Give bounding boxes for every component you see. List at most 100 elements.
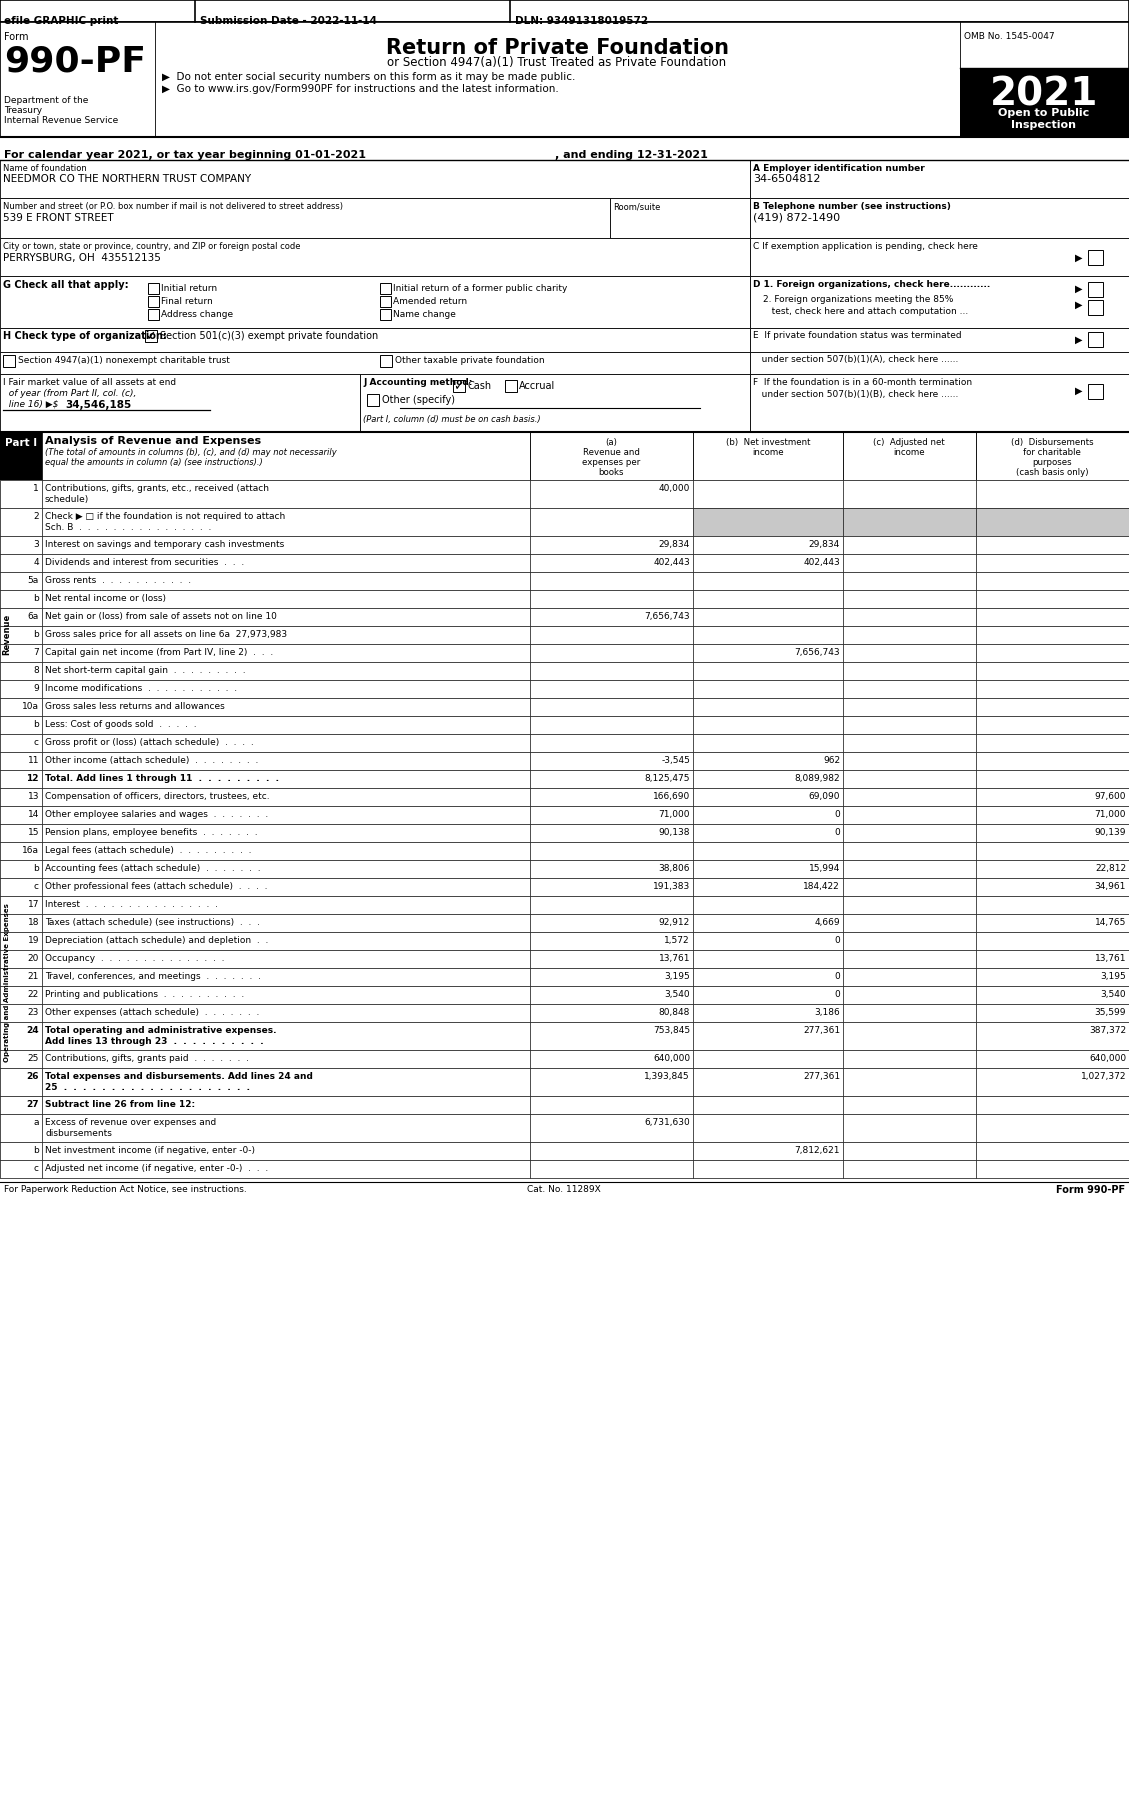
Bar <box>975 859 1129 877</box>
Bar <box>693 536 843 554</box>
Bar <box>42 1097 530 1115</box>
Text: 90,138: 90,138 <box>658 829 690 838</box>
Bar <box>0 1050 42 1068</box>
Text: Less: Cost of goods sold  .  .  .  .  .: Less: Cost of goods sold . . . . . <box>45 719 196 728</box>
Text: 2. Foreign organizations meeting the 85%: 2. Foreign organizations meeting the 85% <box>763 295 953 304</box>
Text: ▶: ▶ <box>1075 300 1083 309</box>
Text: Open to Public: Open to Public <box>998 108 1089 119</box>
Text: 8: 8 <box>33 665 40 674</box>
Bar <box>1088 333 1103 347</box>
Bar <box>0 716 1129 734</box>
Bar <box>0 1142 42 1160</box>
Text: Initial return of a former public charity: Initial return of a former public charit… <box>393 284 568 293</box>
Bar <box>693 432 843 480</box>
Bar <box>843 698 975 716</box>
Bar <box>843 788 975 806</box>
Bar <box>530 788 693 806</box>
Bar <box>0 536 42 554</box>
Text: 23: 23 <box>27 1009 40 1018</box>
Bar <box>42 895 530 913</box>
Bar <box>42 949 530 967</box>
Bar <box>42 480 530 509</box>
Text: 0: 0 <box>834 991 840 1000</box>
Bar <box>843 913 975 931</box>
Bar <box>975 1097 1129 1115</box>
Text: for charitable: for charitable <box>1023 448 1080 457</box>
Bar <box>0 788 42 806</box>
Bar <box>0 698 1129 716</box>
Bar <box>843 626 975 644</box>
Bar <box>843 1115 975 1142</box>
Bar <box>975 1068 1129 1097</box>
Bar <box>42 967 530 985</box>
Text: 6a: 6a <box>28 611 40 620</box>
Bar <box>750 277 1129 327</box>
Bar <box>530 949 693 967</box>
Bar <box>0 327 750 352</box>
Text: OMB No. 1545-0047: OMB No. 1545-0047 <box>964 32 1054 41</box>
Text: Adjusted net income (if negative, enter -0-)  .  .  .: Adjusted net income (if negative, enter … <box>45 1163 269 1172</box>
Text: 3,540: 3,540 <box>664 991 690 1000</box>
Bar <box>843 572 975 590</box>
Bar <box>42 590 530 608</box>
Text: Amended return: Amended return <box>393 297 467 306</box>
Bar <box>0 198 610 237</box>
Bar <box>1088 385 1103 399</box>
Bar <box>530 698 693 716</box>
Bar <box>0 374 360 432</box>
Bar <box>42 931 530 949</box>
Bar <box>975 716 1129 734</box>
Text: 7,656,743: 7,656,743 <box>645 611 690 620</box>
Bar <box>0 644 1129 662</box>
Bar <box>843 590 975 608</box>
Bar <box>42 680 530 698</box>
Bar <box>530 806 693 823</box>
Bar <box>42 788 530 806</box>
Bar <box>530 895 693 913</box>
Text: Net gain or (loss) from sale of assets not on line 10: Net gain or (loss) from sale of assets n… <box>45 611 277 620</box>
Text: Net investment income (if negative, enter -0-): Net investment income (if negative, ente… <box>45 1145 255 1154</box>
Text: Compensation of officers, directors, trustees, etc.: Compensation of officers, directors, tru… <box>45 791 270 800</box>
Bar <box>693 913 843 931</box>
Text: c: c <box>34 1163 40 1172</box>
Bar <box>530 985 693 1003</box>
Bar <box>530 752 693 770</box>
Text: 19: 19 <box>27 937 40 946</box>
Text: For Paperwork Reduction Act Notice, see instructions.: For Paperwork Reduction Act Notice, see … <box>5 1185 247 1194</box>
Bar <box>0 734 1129 752</box>
Bar <box>975 752 1129 770</box>
Text: , and ending 12-31-2021: , and ending 12-31-2021 <box>555 149 708 160</box>
Bar <box>530 841 693 859</box>
Bar <box>975 949 1129 967</box>
Bar <box>0 931 1129 949</box>
Text: 640,000: 640,000 <box>653 1054 690 1063</box>
Bar <box>693 949 843 967</box>
Bar <box>0 432 42 480</box>
Text: income: income <box>752 448 784 457</box>
Bar <box>0 680 1129 698</box>
Bar <box>42 1003 530 1021</box>
Bar <box>3 354 15 367</box>
Text: 3: 3 <box>33 539 40 548</box>
Bar <box>42 770 530 788</box>
Bar <box>750 374 1129 432</box>
Text: or Section 4947(a)(1) Trust Treated as Private Foundation: or Section 4947(a)(1) Trust Treated as P… <box>387 56 727 68</box>
Bar <box>530 967 693 985</box>
Bar <box>530 432 693 480</box>
Bar <box>750 352 1129 374</box>
Text: 3,186: 3,186 <box>814 1009 840 1018</box>
Bar <box>0 841 1129 859</box>
Text: 27: 27 <box>26 1100 40 1109</box>
Bar <box>975 913 1129 931</box>
Text: b: b <box>33 719 40 728</box>
Text: Cat. No. 11289X: Cat. No. 11289X <box>527 1185 601 1194</box>
Text: A Employer identification number: A Employer identification number <box>753 164 925 173</box>
Bar <box>693 590 843 608</box>
Text: 12: 12 <box>26 773 40 782</box>
Bar <box>0 509 1129 536</box>
Bar <box>843 1021 975 1050</box>
Text: 7,656,743: 7,656,743 <box>795 647 840 656</box>
Text: 640,000: 640,000 <box>1088 1054 1126 1063</box>
Text: Interest on savings and temporary cash investments: Interest on savings and temporary cash i… <box>45 539 285 548</box>
Text: 3,195: 3,195 <box>664 973 690 982</box>
